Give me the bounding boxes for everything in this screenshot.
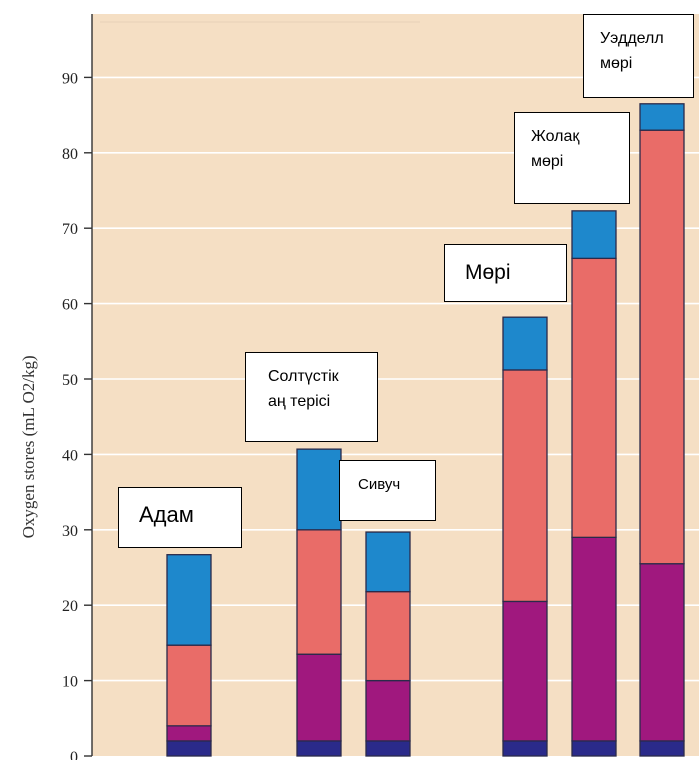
bar-segment xyxy=(571,210,617,260)
bar-segment xyxy=(296,653,342,742)
bar-segment xyxy=(166,644,212,727)
bar-segment xyxy=(365,590,411,682)
bar-segment xyxy=(166,554,212,646)
bar-segment xyxy=(502,600,548,742)
category-label: Уэдделл мөрі xyxy=(583,14,694,98)
bar-segment xyxy=(166,725,212,742)
bar-segment xyxy=(571,536,617,742)
y-tick-label: 20 xyxy=(62,598,78,615)
bar-segment xyxy=(296,740,342,757)
y-tick-label: 80 xyxy=(62,146,78,163)
bar-segment xyxy=(296,529,342,655)
bar-segment xyxy=(365,740,411,757)
y-tick-label: 90 xyxy=(62,70,78,87)
y-tick-label: 40 xyxy=(62,447,78,464)
y-axis: 0 10 20 30 40 50 60 70 80 90 xyxy=(62,14,93,760)
bar-segment xyxy=(502,316,548,371)
y-tick-label: 60 xyxy=(62,297,78,314)
category-label: Мөрі xyxy=(444,244,567,302)
bar-segment xyxy=(502,369,548,603)
category-label: Сивуч xyxy=(339,460,436,521)
bar-segment xyxy=(639,129,685,565)
bar-segment xyxy=(296,448,342,531)
y-tick-label: 10 xyxy=(62,674,78,691)
y-tick-label: 50 xyxy=(62,372,78,389)
category-label: Жолақ мөрі xyxy=(514,112,630,204)
y-tick-label: 30 xyxy=(62,523,78,540)
bar-segment xyxy=(639,740,685,757)
y-tick-label: 70 xyxy=(62,221,78,238)
bar-segment xyxy=(365,679,411,742)
y-tick-label: 0 xyxy=(70,749,78,760)
category-label: Адам xyxy=(118,487,242,548)
bars xyxy=(166,103,685,757)
bar-segment xyxy=(639,563,685,742)
bar-segment xyxy=(639,103,685,131)
bar-segment xyxy=(365,531,411,593)
bar-segment xyxy=(571,740,617,757)
y-axis-label: Oxygen stores (mL O2/kg) xyxy=(19,355,38,538)
bar-segment xyxy=(166,740,212,757)
bar-segment xyxy=(571,257,617,538)
bar-segment xyxy=(502,740,548,757)
category-label: Солтүстік аң терісі xyxy=(245,352,378,442)
